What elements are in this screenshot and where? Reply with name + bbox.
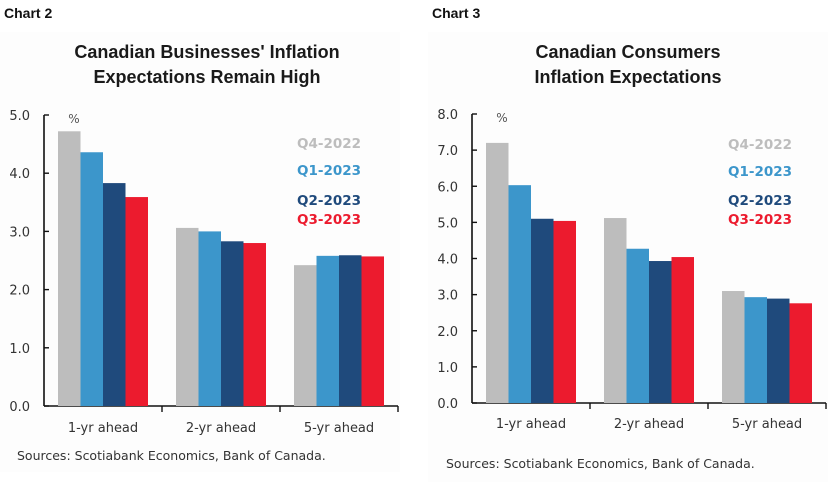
chart-3-category-label: 2-yr ahead (614, 417, 684, 432)
chart-2-title-line-1: Canadian Businesses' Inflation (74, 42, 340, 62)
chart-2-unit-label: % (68, 112, 79, 126)
chart-2-source: Sources: Scotiabank Economics, Bank of C… (17, 448, 326, 463)
chart-3-y-tick-label: 2.0 (437, 325, 458, 340)
chart-3-y-tick-label: 0.0 (437, 397, 458, 412)
chart-2-category-label: 1-yr ahead (68, 421, 138, 436)
chart-2-category-label: 5-yr ahead (304, 421, 374, 436)
chart-3-bar-q1-2023 (508, 185, 531, 403)
chart-2-bar-q4-2022 (58, 131, 81, 406)
chart-3-y-tick-label: 1.0 (437, 361, 458, 376)
chart-2-bar-q1-2023 (198, 231, 221, 406)
chart-2-y-tick-label: 0.0 (9, 400, 30, 415)
chart-2-label: Chart 2 (4, 5, 53, 21)
chart-3-y-tick-label: 7.0 (437, 144, 458, 159)
chart-2-y-tick-label: 5.0 (9, 109, 30, 124)
chart-2-bar-q1-2023 (80, 152, 103, 406)
chart-3-y-tick-label: 4.0 (437, 253, 458, 268)
chart-2-bar-q2-2023 (103, 183, 126, 406)
chart-3-y-tick-label: 3.0 (437, 289, 458, 304)
chart-2-bar-q4-2022 (176, 227, 199, 406)
chart-3-bar-q1-2023 (744, 297, 767, 403)
chart-2-bar-q4-2022 (294, 265, 317, 406)
chart-2-legend-q3-2023: Q3-2023 (297, 212, 361, 228)
chart-3-legend-q4-2022: Q4-2022 (728, 137, 792, 153)
chart-2-bar-q3-2023 (243, 243, 266, 406)
chart-2-y-tick-label: 2.0 (9, 284, 30, 299)
chart-3-bar-q1-2023 (626, 248, 649, 403)
chart-3-y-tick-label: 6.0 (437, 180, 458, 195)
chart-3-source: Sources: Scotiabank Economics, Bank of C… (446, 456, 755, 471)
chart-3-y-tick-label: 5.0 (437, 216, 458, 231)
chart-3-bar-q4-2022 (722, 291, 745, 403)
chart-2-title-line-2: Expectations Remain High (93, 67, 321, 87)
chart-3-bar-q3-2023 (553, 220, 576, 403)
chart-2-legend-q2-2023: Q2-2023 (297, 193, 361, 209)
chart-3-unit-label: % (496, 111, 507, 125)
chart-3-legend-q1-2023: Q1-2023 (728, 164, 792, 180)
chart-3-category-label: 5-yr ahead (732, 417, 802, 432)
chart-2-y-tick-label: 3.0 (9, 225, 30, 240)
chart-3-bar-q3-2023 (789, 303, 812, 403)
chart-3-bar-q2-2023 (531, 218, 554, 403)
chart-3-label: Chart 3 (432, 5, 481, 21)
chart-2-bar-q2-2023 (339, 255, 362, 406)
chart-2-bar-q2-2023 (221, 241, 244, 406)
chart-2-category-label: 2-yr ahead (186, 421, 256, 436)
chart-3-title-line-2: Inflation Expectations (534, 67, 722, 87)
chart-3-title-line-1: Canadian Consumers (535, 42, 721, 62)
chart-3-bar-q2-2023 (767, 298, 790, 403)
chart-2-y-tick-label: 4.0 (9, 167, 30, 182)
chart-3-title: Canadian Consumers Inflation Expectation… (428, 40, 828, 90)
chart-3-bar-q4-2022 (486, 142, 509, 403)
chart-3-legend-q2-2023: Q2-2023 (728, 193, 792, 209)
chart-2-y-tick-label: 1.0 (9, 342, 30, 357)
chart-3-bar-q2-2023 (649, 261, 672, 403)
chart-3-y-tick-label: 8.0 (437, 108, 458, 123)
chart-3-legend-q3-2023: Q3-2023 (728, 212, 792, 228)
chart-2-legend-q4-2022: Q4-2022 (297, 136, 361, 152)
chart-2-bar-q3-2023 (361, 256, 384, 406)
chart-2-legend-q1-2023: Q1-2023 (297, 163, 361, 179)
chart-3-bar-q4-2022 (604, 218, 627, 403)
chart-2-bar-q3-2023 (125, 197, 148, 406)
chart-3-category-label: 1-yr ahead (496, 417, 566, 432)
chart-3-bar-q3-2023 (671, 257, 694, 403)
chart-2-bar-q1-2023 (316, 255, 339, 406)
chart-2-title: Canadian Businesses' Inflation Expectati… (0, 40, 414, 90)
